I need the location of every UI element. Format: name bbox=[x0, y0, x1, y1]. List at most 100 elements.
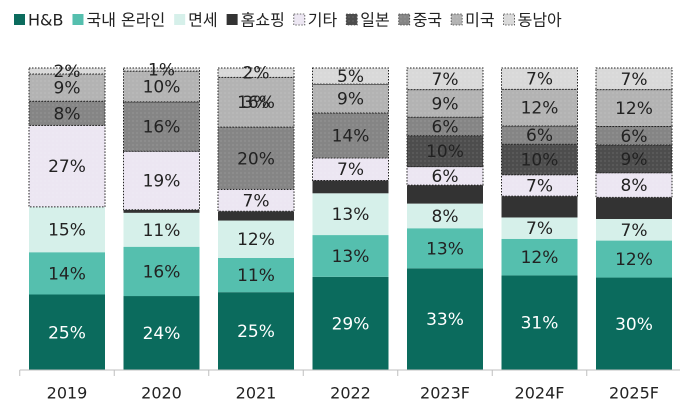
legend: H&B 국내 온라인 면세 홈쇼핑 기타 일본 중국 미국 동남아 bbox=[14, 11, 562, 30]
data-label-2024f-h-b: 31% bbox=[521, 314, 559, 334]
data-label-2020-면세: 11% bbox=[143, 221, 181, 241]
bar-segment-2020-기타 bbox=[123, 150, 200, 211]
bar-segment-2023f-일본 bbox=[406, 135, 484, 168]
bar-segment-2020-h-b bbox=[123, 296, 200, 370]
data-label-2025f-면세: 7% bbox=[621, 221, 648, 241]
bar-segment-2021-홈쇼핑 bbox=[218, 211, 294, 221]
extra-label-2021-미국: 3% bbox=[243, 93, 270, 113]
bar-segment-2021-기타 bbox=[217, 188, 295, 212]
data-label-2019-기타: 27% bbox=[48, 157, 86, 177]
data-label-2025f-h-b: 30% bbox=[615, 315, 653, 335]
data-label-2025f-중국: 6% bbox=[621, 127, 648, 147]
bar-group-2021: 25% 11% 12% 7% 20% 16% 2% 3% bbox=[217, 64, 295, 370]
data-label-2020-미국: 10% bbox=[143, 77, 181, 97]
bar-segment-2025f-미국 bbox=[595, 89, 673, 128]
bar-segment-2025f-면세 bbox=[596, 219, 672, 241]
data-label-2024f-기타: 7% bbox=[526, 176, 553, 196]
data-label-2022-미국: 9% bbox=[337, 90, 364, 110]
data-label-2022-국내-온라인: 13% bbox=[332, 247, 370, 267]
bar-segment-2024f-일본 bbox=[501, 143, 578, 176]
bar-segment-2021-국내-온라인 bbox=[218, 257, 294, 293]
x-tick-label-2019: 2019 bbox=[47, 384, 88, 403]
data-label-2020-h-b: 24% bbox=[143, 324, 181, 344]
bar-segment-2023f-동남아 bbox=[406, 67, 484, 91]
bar-group-2024f: 31% 12% 7% 7% 10% 6% 12% 7% bbox=[501, 67, 578, 370]
bar-segment-2024f-면세 bbox=[501, 217, 578, 239]
bar-segment-2023f-홈쇼핑 bbox=[407, 185, 483, 204]
bar-segment-2023f-미국 bbox=[406, 89, 484, 118]
data-label-2020-중국: 16% bbox=[143, 118, 181, 138]
bar-segment-2021-미국 bbox=[217, 76, 295, 128]
bar-segment-2023f-중국 bbox=[406, 116, 484, 137]
bar-segment-2020-미국 bbox=[123, 70, 200, 103]
bar-segment-2020-면세 bbox=[123, 212, 200, 247]
bar-segment-2021-중국 bbox=[217, 126, 295, 190]
x-tick-label-2024f: 2024F bbox=[515, 384, 565, 403]
bar-segment-2019-면세 bbox=[29, 206, 105, 253]
bar-segment-2025f-동남아 bbox=[595, 67, 673, 91]
legend-label-기타: 기타 bbox=[308, 11, 338, 30]
bar-group-2025f: 30% 12% 7% 8% 9% 6% 12% 7% bbox=[595, 67, 673, 370]
legend-label-h-b: H&B bbox=[28, 11, 63, 30]
bar-segment-2022-미국 bbox=[312, 83, 389, 114]
data-label-2025f-일본: 9% bbox=[621, 150, 648, 170]
data-label-2021-국내-온라인: 11% bbox=[237, 266, 275, 286]
bar-segment-2025f-일본 bbox=[595, 144, 673, 174]
bar-segment-2020-홈쇼핑 bbox=[123, 209, 200, 213]
data-label-2019-국내-온라인: 14% bbox=[48, 264, 86, 284]
bar-segment-2025f-홈쇼핑 bbox=[596, 197, 672, 219]
legend-swatch-h-b bbox=[14, 14, 25, 25]
legend-swatch-홈쇼핑 bbox=[226, 14, 238, 25]
x-tick-label-2023f: 2023F bbox=[420, 384, 470, 403]
bar-segment-2022-동남아 bbox=[312, 67, 389, 85]
bar-segment-2025f-기타 bbox=[595, 172, 673, 198]
legend-label-동남아: 동남아 bbox=[518, 11, 562, 30]
bar-group-2020: 24% 16% 11% 19% 16% 10%1% bbox=[123, 61, 200, 370]
bar-segment-2024f-기타 bbox=[501, 174, 578, 197]
data-label-2019-h-b: 25% bbox=[48, 323, 86, 343]
legend-label-국내-온라인: 국내 온라인 bbox=[86, 11, 165, 30]
bar-segment-2022-홈쇼핑 bbox=[312, 180, 389, 194]
bar-segment-2021-동남아 bbox=[217, 67, 295, 78]
data-label-2022-면세: 13% bbox=[332, 205, 370, 225]
legend-swatch-면세 bbox=[174, 14, 186, 25]
data-label-2021-중국: 20% bbox=[237, 149, 275, 169]
data-label-2023f-일본: 10% bbox=[426, 142, 464, 162]
data-label-2025f-기타: 8% bbox=[621, 176, 648, 196]
legend-label-홈쇼핑: 홈쇼핑 bbox=[241, 11, 285, 30]
data-label-2023f-h-b: 33% bbox=[426, 310, 464, 330]
legend-label-면세: 면세 bbox=[188, 11, 217, 30]
x-axis: 2019 2020 2021 2022 2023F 2024F 2025F bbox=[19, 369, 680, 403]
data-label-2025f-국내-온라인: 12% bbox=[615, 250, 653, 270]
x-tick-label-2020: 2020 bbox=[141, 384, 182, 403]
data-label-2021-기타: 7% bbox=[243, 191, 270, 211]
data-label-2025f-미국: 12% bbox=[615, 99, 653, 119]
data-label-2020-국내-온라인: 16% bbox=[143, 262, 181, 282]
legend-swatch-미국 bbox=[450, 13, 463, 26]
bar-group-2022: 29% 13% 13% 7% 14% 9% 5% bbox=[312, 67, 389, 370]
data-label-2020-기타: 19% bbox=[143, 171, 181, 191]
data-label-2024f-국내-온라인: 12% bbox=[521, 248, 559, 268]
bar-segment-2024f-미국 bbox=[501, 88, 578, 127]
bar-segment-2022-기타 bbox=[312, 157, 389, 181]
data-label-2023f-기타: 6% bbox=[432, 167, 459, 187]
legend-swatch-동남아 bbox=[503, 13, 516, 26]
data-label-2024f-동남아: 7% bbox=[526, 70, 553, 90]
data-label-2024f-미국: 12% bbox=[521, 99, 559, 119]
legend-swatch-국내-온라인 bbox=[72, 14, 84, 25]
extra-label-2021-동남아: 2% bbox=[243, 64, 270, 84]
bar-segment-2022-h-b bbox=[312, 276, 389, 370]
bar-segment-2021-면세 bbox=[218, 220, 294, 258]
bar-segment-2023f-기타 bbox=[406, 166, 484, 186]
data-label-2021-면세: 12% bbox=[237, 230, 275, 250]
bar-segment-2021-h-b bbox=[218, 292, 294, 370]
x-tick-label-2022: 2022 bbox=[330, 384, 371, 403]
data-label-2019-미국: 9% bbox=[54, 79, 81, 99]
bar-segment-2024f-홈쇼핑 bbox=[501, 196, 578, 218]
bar-segment-2025f-h-b bbox=[596, 277, 672, 370]
bar-segment-2024f-동남아 bbox=[501, 67, 578, 90]
bar-segment-2024f-국내-온라인 bbox=[501, 238, 578, 276]
bar-segment-2025f-중국 bbox=[595, 126, 673, 146]
bar-segment-2024f-중국 bbox=[501, 125, 578, 145]
bar-segment-2020-동남아 bbox=[123, 67, 200, 72]
